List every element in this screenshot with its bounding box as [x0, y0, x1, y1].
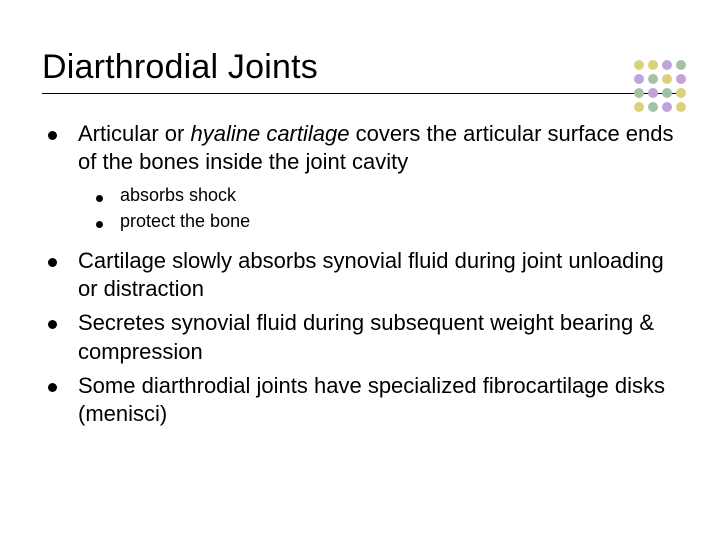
bullet-dot-icon — [48, 120, 78, 176]
decor-dot — [634, 102, 644, 112]
bullet-dot-icon — [96, 184, 120, 207]
decor-dot — [676, 88, 686, 98]
bullet-dot-icon — [96, 210, 120, 233]
bullet-text: Secretes synovial fluid during subsequen… — [78, 309, 678, 365]
corner-decor — [634, 60, 688, 114]
bullet-dot-icon — [48, 309, 78, 365]
bullet-text: Some diarthrodial joints have specialize… — [78, 372, 678, 428]
bullet-level1: Secretes synovial fluid during subsequen… — [48, 309, 678, 365]
decor-dot — [662, 74, 672, 84]
decor-dot — [648, 60, 658, 70]
decor-dot — [676, 60, 686, 70]
decor-dot — [648, 88, 658, 98]
slide-title: Diarthrodial Joints — [42, 48, 678, 87]
bullet-text: Cartilage slowly absorbs synovial fluid … — [78, 247, 678, 303]
text-italic: hyaline cartilage — [190, 121, 349, 146]
bullet-dot-icon — [48, 372, 78, 428]
decor-dot — [648, 74, 658, 84]
bullet-text: absorbs shock — [120, 184, 236, 207]
bullet-level1: Articular or hyaline cartilage covers th… — [48, 120, 678, 176]
decor-dot — [648, 102, 658, 112]
bullet-text: Articular or hyaline cartilage covers th… — [78, 120, 678, 176]
bullet-level2: absorbs shock — [96, 184, 678, 207]
slide: Diarthrodial Joints Articular or hyaline… — [0, 0, 720, 540]
content-body: Articular or hyaline cartilage covers th… — [42, 120, 678, 428]
sub-bullet-group: absorbs shock protect the bone — [96, 184, 678, 233]
decor-dot — [676, 102, 686, 112]
bullet-level2: protect the bone — [96, 210, 678, 233]
decor-dot — [662, 88, 672, 98]
decor-dot — [634, 60, 644, 70]
decor-dot — [634, 88, 644, 98]
title-rule: Diarthrodial Joints — [42, 48, 678, 94]
bullet-dot-icon — [48, 247, 78, 303]
decor-dot — [662, 60, 672, 70]
bullet-text: protect the bone — [120, 210, 250, 233]
bullet-level1: Cartilage slowly absorbs synovial fluid … — [48, 247, 678, 303]
decor-dot — [676, 74, 686, 84]
decor-dot — [662, 102, 672, 112]
bullet-level1: Some diarthrodial joints have specialize… — [48, 372, 678, 428]
decor-dot — [634, 74, 644, 84]
text-segment: Articular or — [78, 121, 190, 146]
